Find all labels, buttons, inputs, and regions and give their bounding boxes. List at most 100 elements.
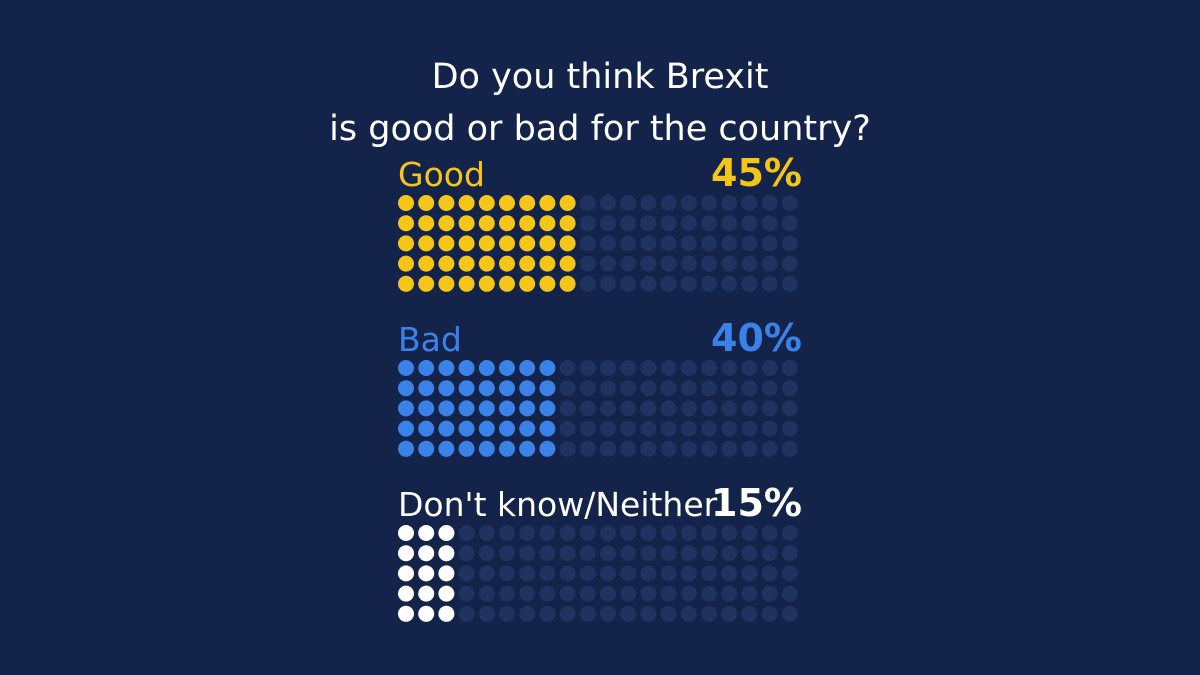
waffle-dot-empty <box>680 605 697 622</box>
waffle-dot-filled <box>418 360 435 376</box>
waffle-dot-empty <box>781 380 798 397</box>
waffle-dot-empty <box>761 215 778 232</box>
waffle-dot-empty <box>539 565 556 582</box>
waffle-dot-filled <box>539 440 556 457</box>
waffle-dot-filled <box>539 255 556 272</box>
waffle-dot-empty <box>559 360 576 376</box>
waffle-dot-empty <box>761 545 778 562</box>
waffle-dot-empty <box>458 585 475 602</box>
waffle-dot-empty <box>741 360 758 376</box>
chart-title-line-1: Do you think Brexit <box>431 57 769 98</box>
waffle-dot-filled <box>499 360 515 376</box>
waffle-dot-filled <box>519 235 536 252</box>
waffle-dot-filled <box>539 380 556 397</box>
waffle-dot-empty <box>640 565 657 582</box>
series-label-good: Good <box>398 155 485 194</box>
waffle-dot-empty <box>579 525 596 541</box>
waffle-dot-empty <box>761 360 778 376</box>
waffle-dot-empty <box>478 585 495 602</box>
waffle-dot-filled <box>478 440 495 457</box>
waffle-dot-empty <box>761 585 778 602</box>
waffle-dot-empty <box>640 585 657 602</box>
waffle-dot-filled <box>478 420 495 437</box>
waffle-dot-filled <box>478 275 495 292</box>
waffle-dot-empty <box>579 255 596 272</box>
waffle-dot-empty <box>761 195 778 211</box>
waffle-dot-empty <box>478 605 495 622</box>
waffle-dot-empty <box>680 255 697 272</box>
waffle-dot-empty <box>741 195 758 211</box>
waffle-grid-dont-know <box>398 525 798 622</box>
waffle-dot-filled <box>418 275 435 292</box>
waffle-dot-filled <box>458 360 475 376</box>
waffle-dot-empty <box>781 255 798 272</box>
waffle-dot-filled <box>519 255 536 272</box>
waffle-dot-empty <box>741 215 758 232</box>
waffle-dot-filled <box>539 215 556 232</box>
waffle-dot-empty <box>458 565 475 582</box>
waffle-dot-empty <box>660 235 677 252</box>
waffle-dot-filled <box>398 255 414 272</box>
waffle-dot-filled <box>499 400 515 417</box>
waffle-row-good: Good 45% <box>398 151 802 305</box>
waffle-dot-filled <box>478 255 495 272</box>
waffle-dot-empty <box>539 545 556 562</box>
waffle-dot-empty <box>579 420 596 437</box>
waffle-dot-empty <box>721 440 738 457</box>
waffle-dot-empty <box>701 215 717 232</box>
waffle-dot-filled <box>478 235 495 252</box>
waffle-dot-empty <box>701 525 717 541</box>
waffle-dot-empty <box>741 420 758 437</box>
waffle-dot-empty <box>781 545 798 562</box>
waffle-dot-empty <box>579 215 596 232</box>
waffle-dot-empty <box>620 565 637 582</box>
waffle-dot-filled <box>438 360 455 376</box>
waffle-dot-empty <box>499 565 515 582</box>
waffle-dot-empty <box>741 255 758 272</box>
waffle-dot-empty <box>680 420 697 437</box>
waffle-dot-empty <box>781 605 798 622</box>
waffle-dot-empty <box>559 525 576 541</box>
waffle-dot-empty <box>640 545 657 562</box>
series-label-bad: Bad <box>398 320 462 359</box>
waffle-dot-empty <box>721 235 738 252</box>
waffle-dot-empty <box>640 605 657 622</box>
waffle-dot-filled <box>559 235 576 252</box>
waffle-dot-filled <box>398 525 414 541</box>
waffle-dot-filled <box>398 275 414 292</box>
waffle-dot-empty <box>701 420 717 437</box>
waffle-dot-filled <box>458 380 475 397</box>
waffle-dot-empty <box>579 400 596 417</box>
waffle-dot-filled <box>458 235 475 252</box>
waffle-dot-filled <box>499 380 515 397</box>
waffle-dot-empty <box>701 360 717 376</box>
waffle-dot-filled <box>499 255 515 272</box>
waffle-dot-empty <box>781 235 798 252</box>
waffle-dot-empty <box>721 545 738 562</box>
waffle-dot-empty <box>640 255 657 272</box>
waffle-dot-filled <box>438 440 455 457</box>
waffle-dot-empty <box>721 525 738 541</box>
waffle-dot-filled <box>478 380 495 397</box>
waffle-dot-empty <box>721 380 738 397</box>
series-label-dont-know: Don't know/Neither <box>398 485 718 524</box>
waffle-dot-filled <box>519 440 536 457</box>
waffle-dot-filled <box>519 400 536 417</box>
waffle-dot-filled <box>398 195 414 211</box>
waffle-dot-filled <box>438 565 455 582</box>
waffle-dot-empty <box>559 605 576 622</box>
waffle-dot-filled <box>559 195 576 211</box>
waffle-dot-empty <box>660 585 677 602</box>
waffle-dot-empty <box>620 400 637 417</box>
waffle-dot-filled <box>418 565 435 582</box>
waffle-dot-empty <box>620 440 637 457</box>
waffle-dot-empty <box>519 565 536 582</box>
waffle-dot-empty <box>579 605 596 622</box>
waffle-dot-empty <box>721 420 738 437</box>
waffle-dot-filled <box>418 440 435 457</box>
waffle-dot-empty <box>781 195 798 211</box>
waffle-dot-empty <box>478 525 495 541</box>
waffle-dot-empty <box>579 440 596 457</box>
waffle-dot-empty <box>579 360 596 376</box>
waffle-dot-empty <box>640 235 657 252</box>
